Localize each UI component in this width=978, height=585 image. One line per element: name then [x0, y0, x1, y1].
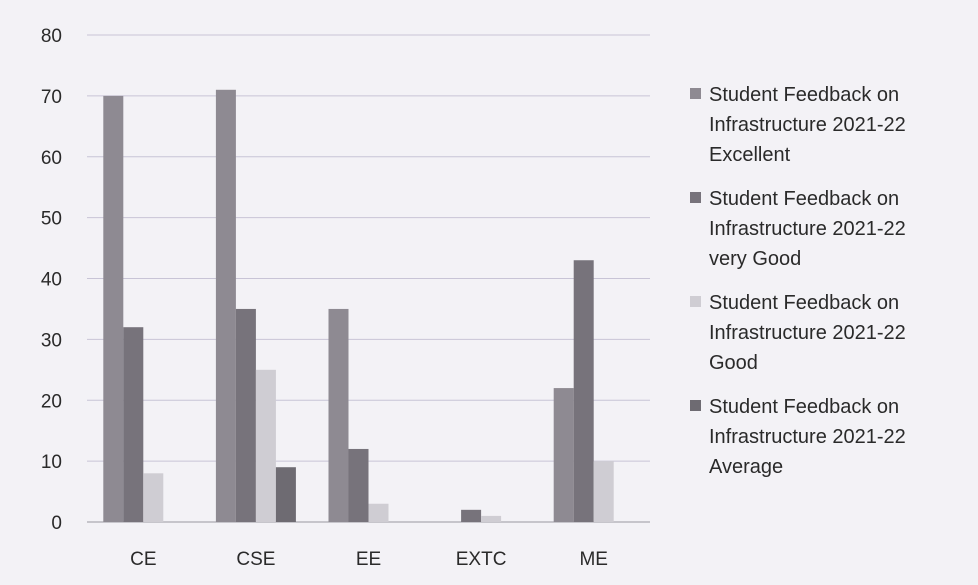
legend-item-excellent: Student Feedback on Infrastructure 2021-…: [690, 80, 970, 170]
bar: [215, 89, 236, 522]
legend-swatch-excellent: [690, 88, 701, 99]
legend-line: Infrastructure 2021-22: [709, 426, 906, 448]
bar: [461, 509, 482, 522]
bar: [275, 467, 296, 522]
y-tick-label: 60: [41, 148, 62, 169]
legend-line: very Good: [709, 248, 802, 270]
legend-line: Infrastructure 2021-22: [709, 218, 906, 240]
y-tick-label: 50: [41, 209, 62, 230]
legend-swatch-good: [690, 296, 701, 307]
legend-item-average: Student Feedback on Infrastructure 2021-…: [690, 392, 970, 482]
legend-line: Excellent: [709, 144, 791, 166]
bar: [593, 461, 614, 522]
bar: [328, 308, 349, 522]
x-tick-label: EXTC: [456, 549, 507, 570]
legend-line: Student Feedback on: [709, 396, 900, 418]
legend-line: Good: [709, 352, 758, 374]
chart-legend: Student Feedback on Infrastructure 2021-…: [690, 80, 970, 496]
y-tick-label: 80: [41, 26, 62, 47]
legend-label-good: Student Feedback on Infrastructure 2021-…: [709, 288, 964, 378]
bar: [348, 448, 369, 522]
bar: [573, 260, 594, 522]
legend-label-very-good: Student Feedback on Infrastructure 2021-…: [709, 184, 964, 274]
legend-label-excellent: Student Feedback on Infrastructure 2021-…: [709, 80, 964, 170]
legend-item-very-good: Student Feedback on Infrastructure 2021-…: [690, 184, 970, 274]
legend-line: Infrastructure 2021-22: [709, 114, 906, 136]
y-tick-label: 0: [51, 513, 62, 534]
y-tick-label: 10: [41, 452, 62, 473]
bar: [481, 515, 502, 522]
bar: [103, 95, 124, 522]
legend-line: Average: [709, 456, 784, 478]
legend-line: Student Feedback on: [709, 292, 900, 314]
x-tick-label: ME: [579, 549, 608, 570]
bar: [255, 369, 276, 522]
legend-line: Student Feedback on: [709, 188, 900, 210]
y-tick-label: 30: [41, 330, 62, 351]
legend-label-average: Student Feedback on Infrastructure 2021-…: [709, 392, 964, 482]
x-tick-label: EE: [356, 549, 381, 570]
bar: [368, 503, 389, 522]
y-tick-label: 70: [41, 87, 62, 108]
legend-swatch-average: [690, 400, 701, 411]
x-tick-label: CE: [130, 549, 156, 570]
bar: [553, 388, 574, 522]
bar: [235, 308, 256, 522]
bar: [143, 473, 164, 522]
legend-swatch-very-good: [690, 192, 701, 203]
legend-line: Student Feedback on: [709, 84, 900, 106]
legend-item-good: Student Feedback on Infrastructure 2021-…: [690, 288, 970, 378]
legend-line: Infrastructure 2021-22: [709, 322, 906, 344]
y-tick-label: 40: [41, 270, 62, 291]
bar: [123, 327, 144, 522]
x-tick-label: CSE: [236, 549, 275, 570]
y-tick-label: 20: [41, 391, 62, 412]
